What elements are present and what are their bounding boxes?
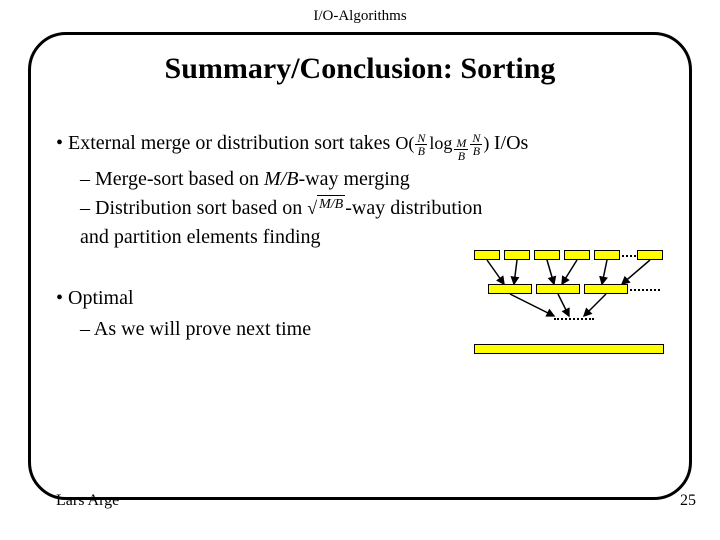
formula-frac-nb2: NB (470, 132, 482, 157)
diagram-top-bar (564, 250, 590, 260)
footer-author: Lars Arge (56, 492, 119, 510)
slide-header: I/O-Algorithms (0, 8, 720, 25)
bullet-1a-mb: M/B (264, 168, 298, 190)
bullet-1-prefix: • External merge or distribution sort ta… (56, 132, 395, 154)
bullet-1c: and partition elements finding (80, 224, 666, 251)
slide-title: Summary/Conclusion: Sorting (0, 52, 720, 86)
footer-page-number: 25 (680, 492, 696, 510)
slide: I/O-Algorithms Summary/Conclusion: Sorti… (0, 0, 720, 540)
diagram-low-dots (554, 318, 594, 320)
diagram-bottom-bar (474, 344, 664, 354)
distribution-diagram (474, 250, 674, 370)
diagram-top-bar (534, 250, 560, 260)
io-complexity-formula: O(NBlogMBNB) (395, 133, 494, 153)
bullet-1b: – Distribution sort based on M/B-way dis… (80, 195, 666, 222)
sqrt-formula: M/B (307, 198, 345, 218)
bullet-1b-prefix: – Distribution sort based on (80, 197, 307, 219)
bullet-1a: – Merge-sort based on M/B-way merging (80, 166, 666, 193)
formula-open: O( (395, 133, 414, 153)
formula-logbase: MB (453, 145, 469, 157)
diagram-top-bar (594, 250, 620, 260)
formula-log: log (429, 133, 452, 153)
diagram-mid-bar (536, 284, 580, 294)
bullet-1: • External merge or distribution sort ta… (56, 130, 666, 162)
bullet-1a-prefix: – Merge-sort based on (80, 168, 264, 190)
diagram-top-bar (474, 250, 500, 260)
diagram-mid-bar (584, 284, 628, 294)
diagram-top-bar (637, 250, 663, 260)
diagram-top-dots (622, 255, 636, 257)
formula-close: ) (483, 133, 489, 153)
bullet-1a-suffix: -way merging (298, 168, 409, 190)
diagram-mid-bar (488, 284, 532, 294)
diagram-top-bar (504, 250, 530, 260)
diagram-mid-dots (630, 289, 660, 291)
bullet-1-suffix: I/Os (494, 132, 528, 154)
formula-frac-nb: NB (415, 132, 427, 157)
bullet-1b-suffix: -way distribution (345, 197, 482, 219)
